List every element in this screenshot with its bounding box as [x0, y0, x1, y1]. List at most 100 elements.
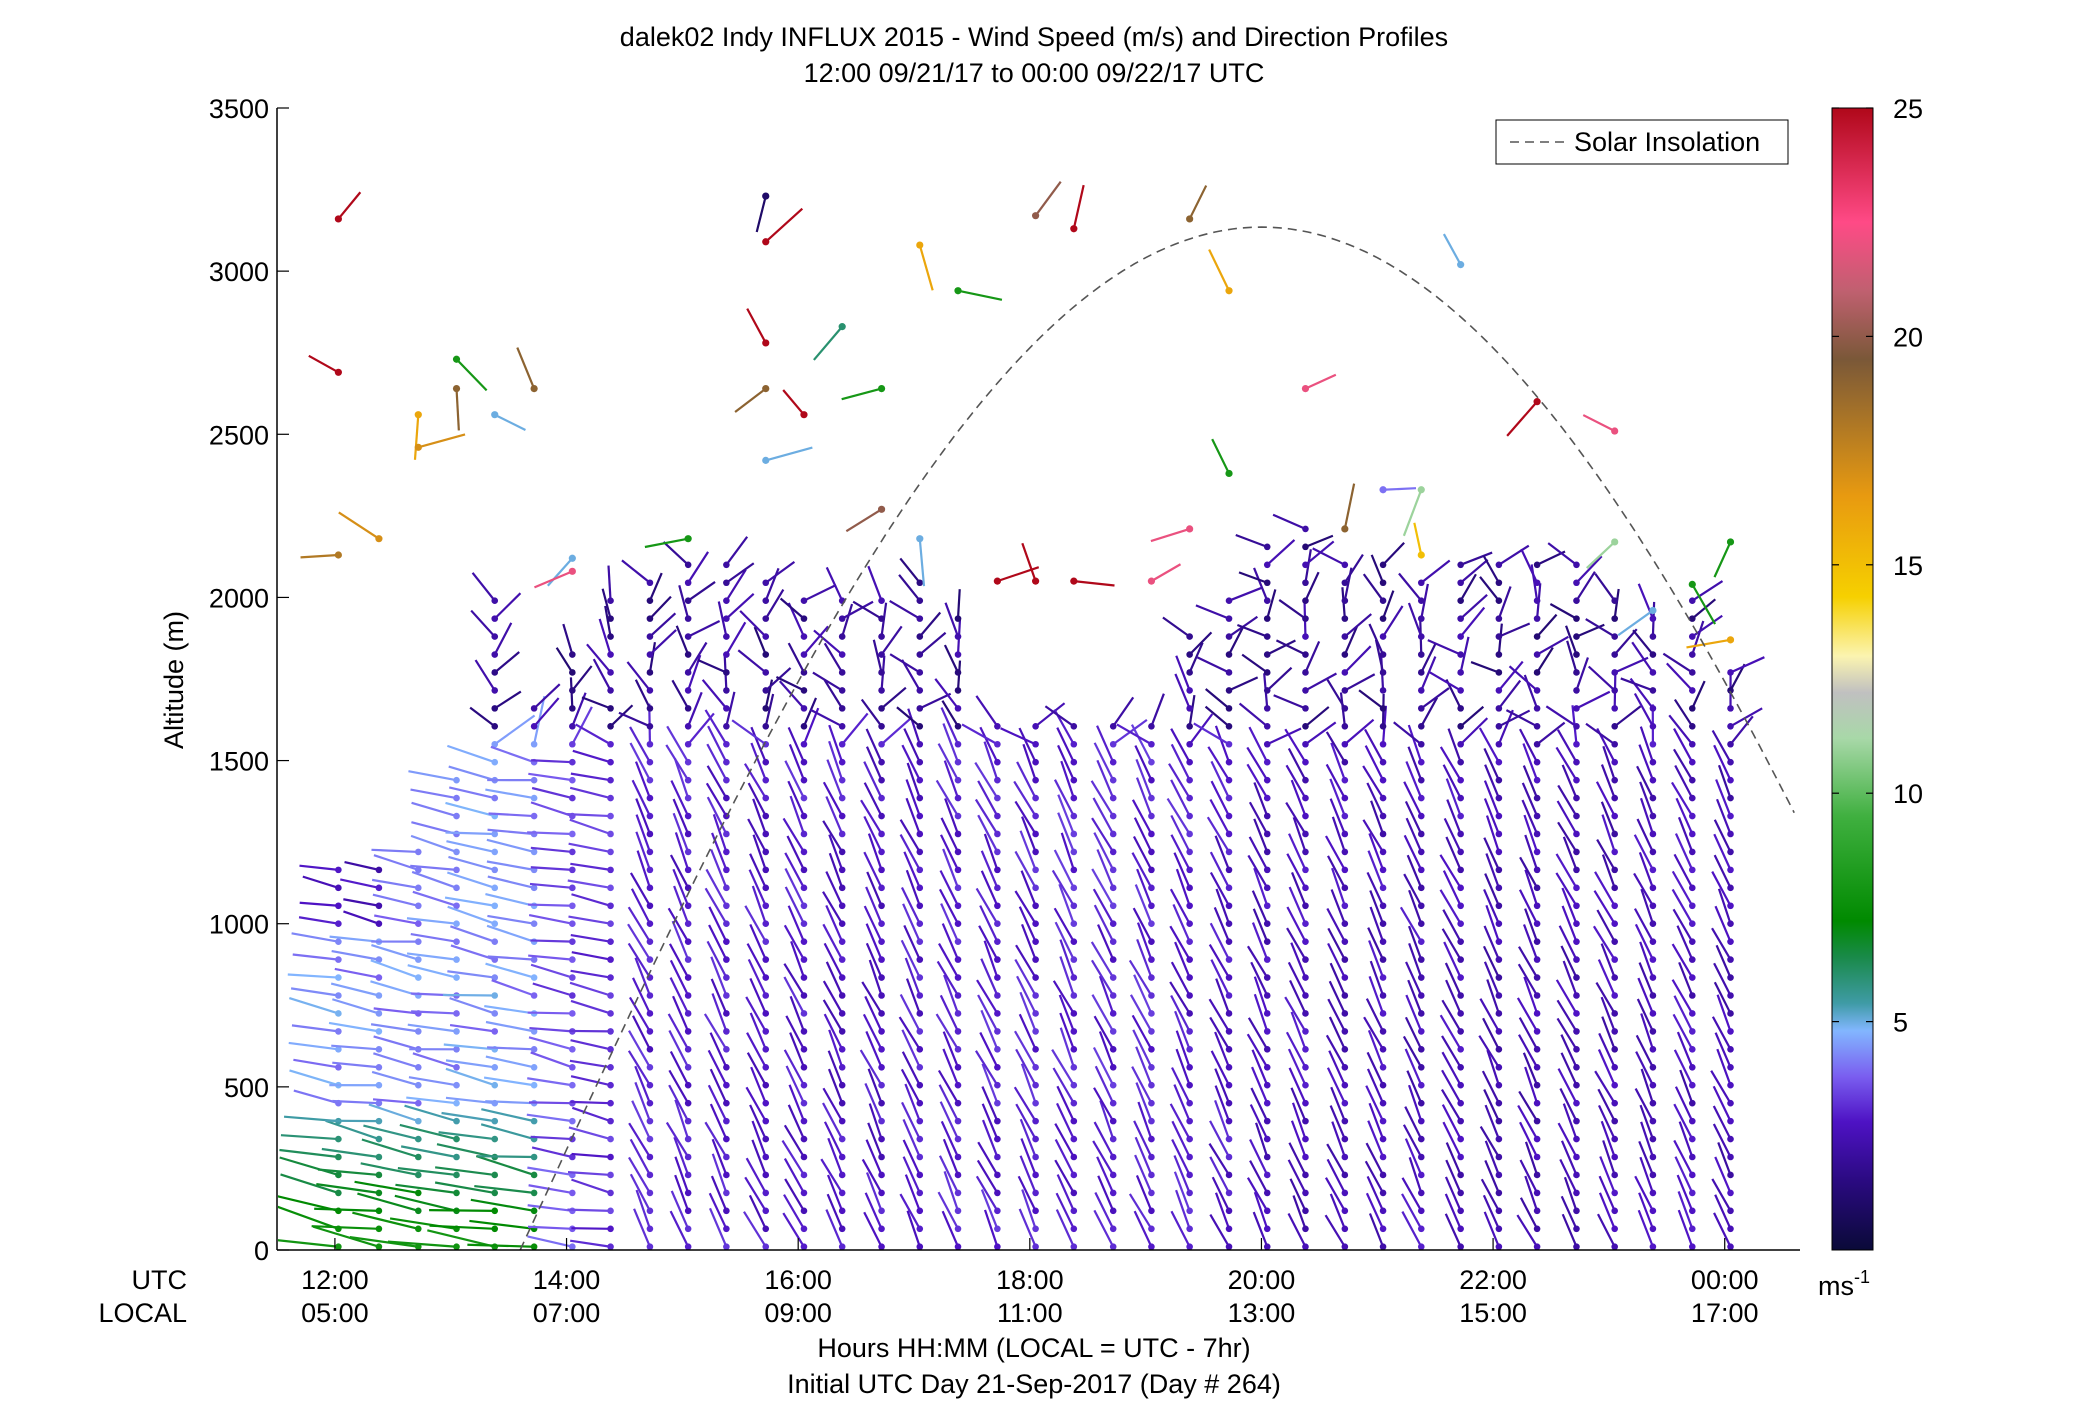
wind-barb-dot — [375, 902, 383, 910]
wind-barb-dot — [1688, 776, 1696, 784]
wind-barb-dot — [530, 1117, 538, 1125]
wind-barb-stem — [900, 939, 921, 979]
wind-barb-stem — [820, 1158, 844, 1194]
wind-barb-dot — [335, 1171, 342, 1179]
wind-barb-stem — [1286, 853, 1307, 889]
wind-barb-dot — [1379, 705, 1387, 712]
wind-barb-dot — [723, 884, 730, 892]
wind-barb-dot — [491, 705, 499, 712]
wind-barb-dot — [954, 1099, 962, 1107]
wind-barb-dot — [491, 1028, 499, 1035]
wind-barb-dot — [762, 776, 770, 784]
wind-barb-stem — [1715, 798, 1732, 835]
wind-barb-dot — [916, 758, 924, 766]
wind-barb-dot — [916, 1171, 924, 1179]
wind-barb-stem — [1057, 794, 1075, 835]
wind-barb-stem — [1555, 872, 1578, 907]
wind-barb-dot — [878, 1081, 885, 1089]
wind-barb-stem — [1369, 906, 1385, 943]
wind-barb-dot — [994, 1028, 1001, 1035]
wind-barb-dot — [1727, 1171, 1734, 1179]
wind-barb-dot — [1611, 615, 1618, 622]
wind-barb-stem — [485, 893, 535, 907]
wind-barb-stem — [1633, 834, 1654, 871]
wind-barb-stem — [370, 980, 419, 997]
wind-barb-dot — [800, 1010, 808, 1017]
wind-barb-stem — [1713, 854, 1732, 889]
wind-barb-dot — [1032, 812, 1039, 820]
wind-barb-dot — [1649, 740, 1657, 748]
wind-barb-dot — [1688, 1099, 1696, 1107]
wind-barb-dot — [1533, 705, 1541, 712]
wind-barb-dot — [1032, 1046, 1039, 1053]
wind-barb-dot — [607, 1046, 614, 1053]
wind-barb-stem — [1132, 835, 1153, 871]
wind-barb-stem — [1560, 945, 1578, 979]
wind-barb-stem — [1327, 927, 1346, 961]
wind-barb-stem — [487, 875, 535, 889]
wind-barb-stem — [1408, 889, 1423, 925]
scatter-barb-dot — [1611, 538, 1619, 546]
wind-barb-stem — [825, 904, 844, 943]
wind-barb-stem — [280, 1173, 339, 1194]
wind-barb-stem — [666, 725, 690, 763]
scatter-barb-stem — [1034, 181, 1062, 217]
wind-barb-stem — [1420, 583, 1429, 619]
wind-barb-dot — [1263, 1189, 1271, 1197]
wind-barb-dot — [800, 723, 808, 730]
wind-barb-dot — [1341, 1046, 1349, 1053]
wind-barb-dot — [1457, 884, 1464, 892]
wind-barb-dot — [684, 1207, 692, 1215]
wind-barb-dot — [916, 651, 924, 658]
wind-barb-dot — [1109, 1171, 1117, 1179]
wind-barb-stem — [450, 944, 496, 961]
wind-barb-stem — [1406, 854, 1423, 889]
wind-barb-dot — [1225, 956, 1233, 963]
wind-barb-stem — [279, 1148, 339, 1159]
wind-barb-dot — [762, 705, 770, 712]
wind-barb-stem — [704, 1121, 728, 1158]
wind-barb-stem — [302, 875, 339, 889]
wind-barb-dot — [1649, 938, 1657, 945]
wind-barb-dot — [607, 1117, 614, 1125]
wind-barb-dot — [375, 1081, 383, 1089]
wind-barb-dot — [1186, 902, 1193, 910]
wind-barb-dot — [1573, 1153, 1580, 1161]
wind-barb-dot — [1148, 1171, 1155, 1179]
wind-barb-dot — [1225, 812, 1233, 820]
wind-barb-stem — [1676, 1174, 1694, 1212]
wind-barb-dot — [994, 1099, 1001, 1107]
wind-barb-stem — [1170, 814, 1191, 853]
wind-barb-stem — [765, 560, 796, 584]
wind-barb-dot — [1032, 1207, 1039, 1215]
wind-barb-dot — [1186, 1099, 1193, 1107]
wind-barb-dot — [1688, 938, 1696, 945]
wind-barb-dot — [1457, 848, 1464, 856]
wind-barb-dot — [1070, 830, 1078, 838]
wind-barb-stem — [1442, 870, 1462, 907]
wind-barb-dot — [1186, 740, 1193, 748]
wind-barb-dot — [1302, 1153, 1309, 1161]
wind-barb-stem — [1251, 1049, 1269, 1086]
wind-barb-stem — [802, 697, 818, 727]
wind-barb-stem — [687, 581, 716, 602]
wind-barb-dot — [762, 1028, 770, 1035]
wind-barb-stem — [1442, 764, 1462, 799]
wind-barb-stem — [979, 905, 999, 943]
wind-barb-stem — [709, 1103, 728, 1140]
wind-barb-stem — [1364, 745, 1385, 781]
wind-barb-dot — [1148, 920, 1155, 928]
wind-barb-dot — [1688, 1225, 1696, 1233]
wind-barb-stem — [1716, 994, 1732, 1032]
wind-barb-stem — [1633, 872, 1654, 907]
wind-barb-dot — [1457, 974, 1464, 981]
wind-barb-stem — [743, 1211, 767, 1248]
wind-barb-dot — [1070, 974, 1078, 981]
wind-barb-dot — [375, 974, 383, 981]
wind-barb-stem — [395, 1183, 457, 1194]
wind-barb-stem — [1291, 872, 1307, 907]
wind-barb-stem — [571, 1152, 611, 1159]
wind-barb-stem — [399, 1123, 457, 1141]
wind-barb-dot — [607, 1189, 614, 1197]
wind-barb-dot — [1341, 992, 1349, 999]
